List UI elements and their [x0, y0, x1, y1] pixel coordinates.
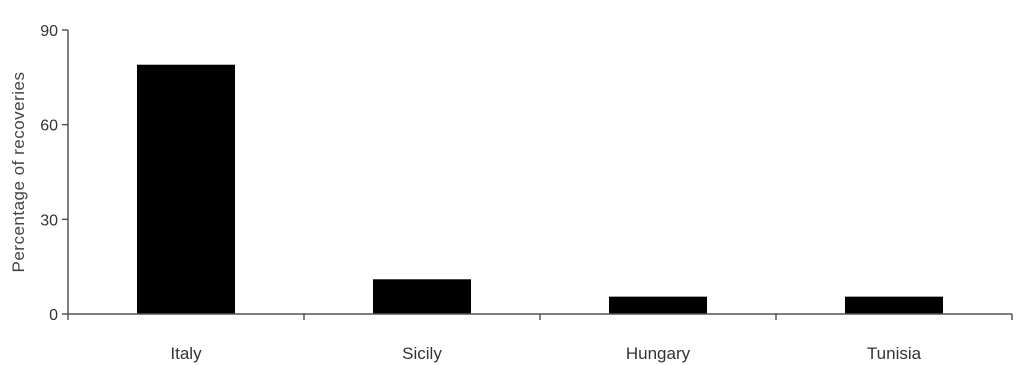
y-tick-label: 60	[40, 118, 58, 135]
x-category-label: Sicily	[402, 344, 442, 363]
x-category-label: Italy	[170, 344, 202, 363]
y-axis-title: Percentage of recoveries	[9, 72, 28, 273]
x-axis-labels: Italy Sicily Hungary Tunisia	[170, 344, 921, 363]
x-axis-ticks	[67, 314, 1013, 320]
bars	[137, 64, 943, 314]
bar-sicily	[373, 279, 471, 314]
bar-hungary	[609, 296, 707, 314]
y-tick-label: 30	[40, 212, 58, 229]
y-axis-title-group: Percentage of recoveries	[9, 72, 28, 273]
y-tick-label: 90	[40, 23, 58, 40]
bar-italy	[137, 64, 235, 314]
x-category-label: Hungary	[626, 344, 691, 363]
bar-tunisia	[845, 296, 943, 314]
y-axis-ticks: 0 30 60 90	[40, 23, 68, 324]
x-category-label: Tunisia	[867, 344, 922, 363]
y-tick-label: 0	[49, 307, 58, 324]
